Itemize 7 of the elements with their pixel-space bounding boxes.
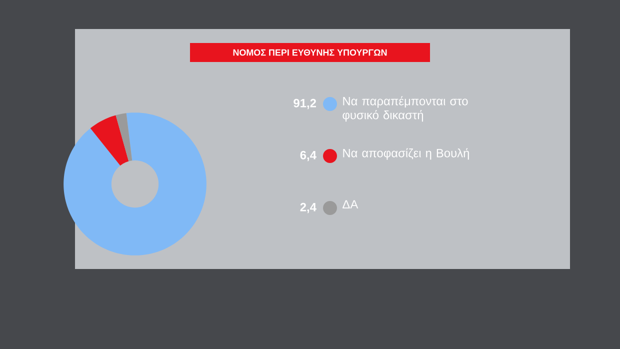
chart-title: ΝΟΜΟΣ ΠΕΡΙ ΕΥΘΥΝΗΣ ΥΠΟΥΡΓΩΝ — [233, 49, 387, 56]
legend-label: Να αποφασίζει η Βουλή — [343, 148, 469, 160]
data-label: 91,2 — [294, 98, 316, 110]
data-label: 2,4 — [300, 202, 316, 214]
legend-label: Να παραπέμπονται στο φυσικό δικαστή — [342, 96, 468, 122]
data-label: 6,4 — [300, 150, 316, 162]
legend-label: ΔΑ — [342, 200, 358, 208]
